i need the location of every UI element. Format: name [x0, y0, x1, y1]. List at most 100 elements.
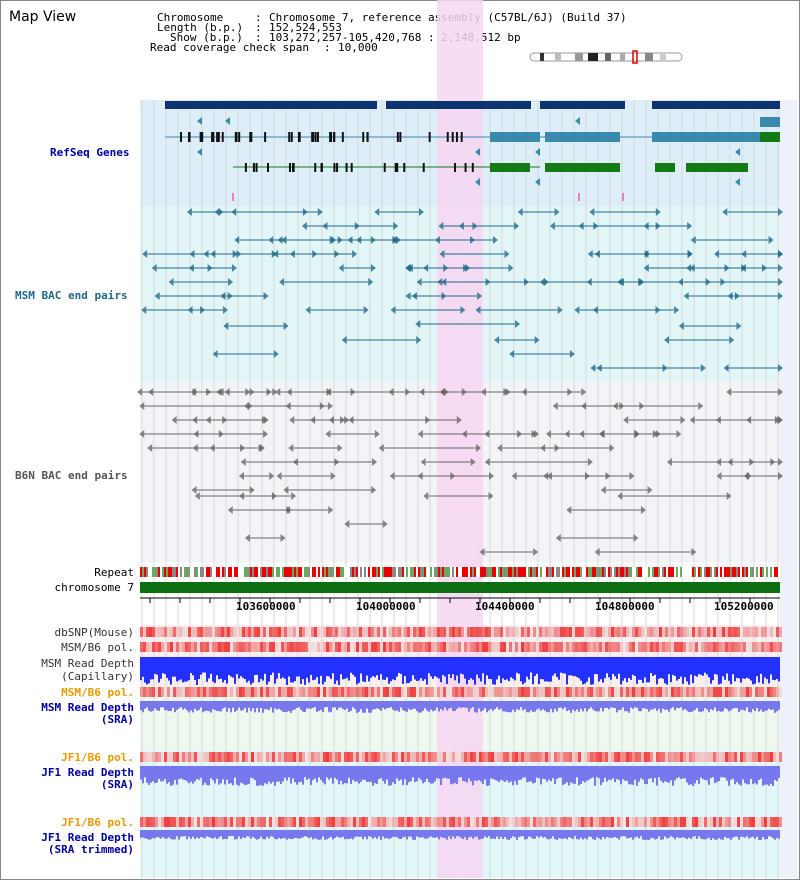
depth-bar [290, 830, 292, 839]
depth-bar [188, 701, 190, 713]
msm-bac-pair-end [334, 250, 340, 258]
repeat-segment [494, 567, 496, 577]
heat-cell [695, 642, 698, 652]
depth-bar [312, 701, 314, 708]
heat-cell [410, 627, 413, 637]
heat-cell [314, 627, 317, 637]
depth-bar [442, 701, 444, 711]
depth-bar [630, 701, 632, 708]
exon [180, 132, 183, 142]
repeat-segment [620, 567, 622, 577]
repeat-segment [708, 567, 710, 577]
heat-cell [779, 817, 782, 827]
depth-bar [382, 766, 384, 781]
heat-cell [275, 627, 278, 637]
repeat-segment [396, 567, 398, 577]
depth-bar [152, 766, 154, 782]
heat-cell [680, 687, 683, 697]
depth-bar [414, 766, 416, 783]
depth-bar [456, 701, 458, 709]
heat-cell [353, 752, 356, 762]
heat-cell [464, 687, 467, 697]
depth-bar [492, 657, 494, 685]
heat-cell [602, 817, 605, 827]
depth-bar [386, 830, 388, 838]
depth-bar [678, 766, 680, 778]
depth-bar [500, 766, 502, 780]
heat-cell [629, 817, 632, 827]
depth-bar [246, 701, 248, 713]
heat-cell [197, 687, 200, 697]
repeat-segment [676, 567, 678, 577]
depth-bar [420, 701, 422, 713]
depth-bar [188, 657, 190, 681]
repeat-segment [174, 567, 176, 577]
depth-bar [766, 830, 768, 840]
depth-bar [588, 657, 590, 678]
msm-bac-pair-end [687, 222, 693, 230]
heat-cell [368, 752, 371, 762]
depth-bar [162, 701, 164, 708]
heat-cell [239, 817, 242, 827]
depth-bar [548, 766, 550, 780]
depth-bar [536, 657, 538, 674]
depth-bar [274, 657, 276, 684]
heat-cell [401, 642, 404, 652]
b6n-bac-track-label[interactable]: B6N BAC end pairs [15, 469, 128, 482]
heat-cell [206, 752, 209, 762]
heat-cell [344, 642, 347, 652]
depth-bar [428, 830, 430, 838]
repeat-segment [644, 567, 646, 577]
depth-bar [168, 766, 170, 783]
heat-cell [431, 687, 434, 697]
depth-bar [514, 657, 516, 681]
depth-bar [218, 830, 220, 838]
repeat-segment [344, 567, 346, 577]
depth-bar [358, 830, 360, 837]
depth-bar [642, 701, 644, 709]
heat-cell [749, 687, 752, 697]
repeat-segment [216, 567, 218, 577]
repeat-segment [626, 567, 628, 577]
heat-cell [410, 752, 413, 762]
heat-cell [323, 687, 326, 697]
b6n-bac-pair-end [371, 486, 377, 494]
heat-cell [557, 752, 560, 762]
depth-bar [528, 657, 530, 680]
msm-bac-pair-end [736, 322, 742, 330]
heat-cell [392, 817, 395, 827]
heat-cell [197, 627, 200, 637]
depth-bar [284, 701, 286, 713]
depth-bar [464, 701, 466, 708]
heat-cell [605, 687, 608, 697]
depth-bar [712, 657, 714, 681]
heat-cell [446, 687, 449, 697]
depth-bar [184, 766, 186, 781]
heat-cell [323, 627, 326, 637]
repeat-segment [234, 567, 236, 577]
heat-cell [776, 817, 779, 827]
depth-bar [524, 830, 526, 840]
repeat-segment [442, 567, 444, 577]
repeat-segment [766, 567, 768, 577]
depth-bar [450, 766, 452, 785]
repeat-segment [332, 567, 334, 577]
refseq-track-label[interactable]: RefSeq Genes [50, 146, 130, 159]
depth-bar [604, 766, 606, 778]
msm-bac-track-label[interactable]: MSM BAC end pairs [15, 289, 128, 302]
heat-cell [140, 627, 143, 637]
depth-bar [516, 657, 518, 673]
depth-bar [692, 766, 694, 786]
depth-bar [674, 657, 676, 676]
depth-bar [240, 701, 242, 711]
depth-bar [368, 766, 370, 782]
depth-bar [266, 701, 268, 710]
depth-bar [404, 701, 406, 712]
depth-bar [400, 657, 402, 674]
depth-bar [486, 701, 488, 713]
repeat-segment [378, 567, 380, 577]
heat-cell [461, 687, 464, 697]
msm-bac-pair-end [405, 292, 411, 300]
depth-bar [202, 657, 204, 673]
